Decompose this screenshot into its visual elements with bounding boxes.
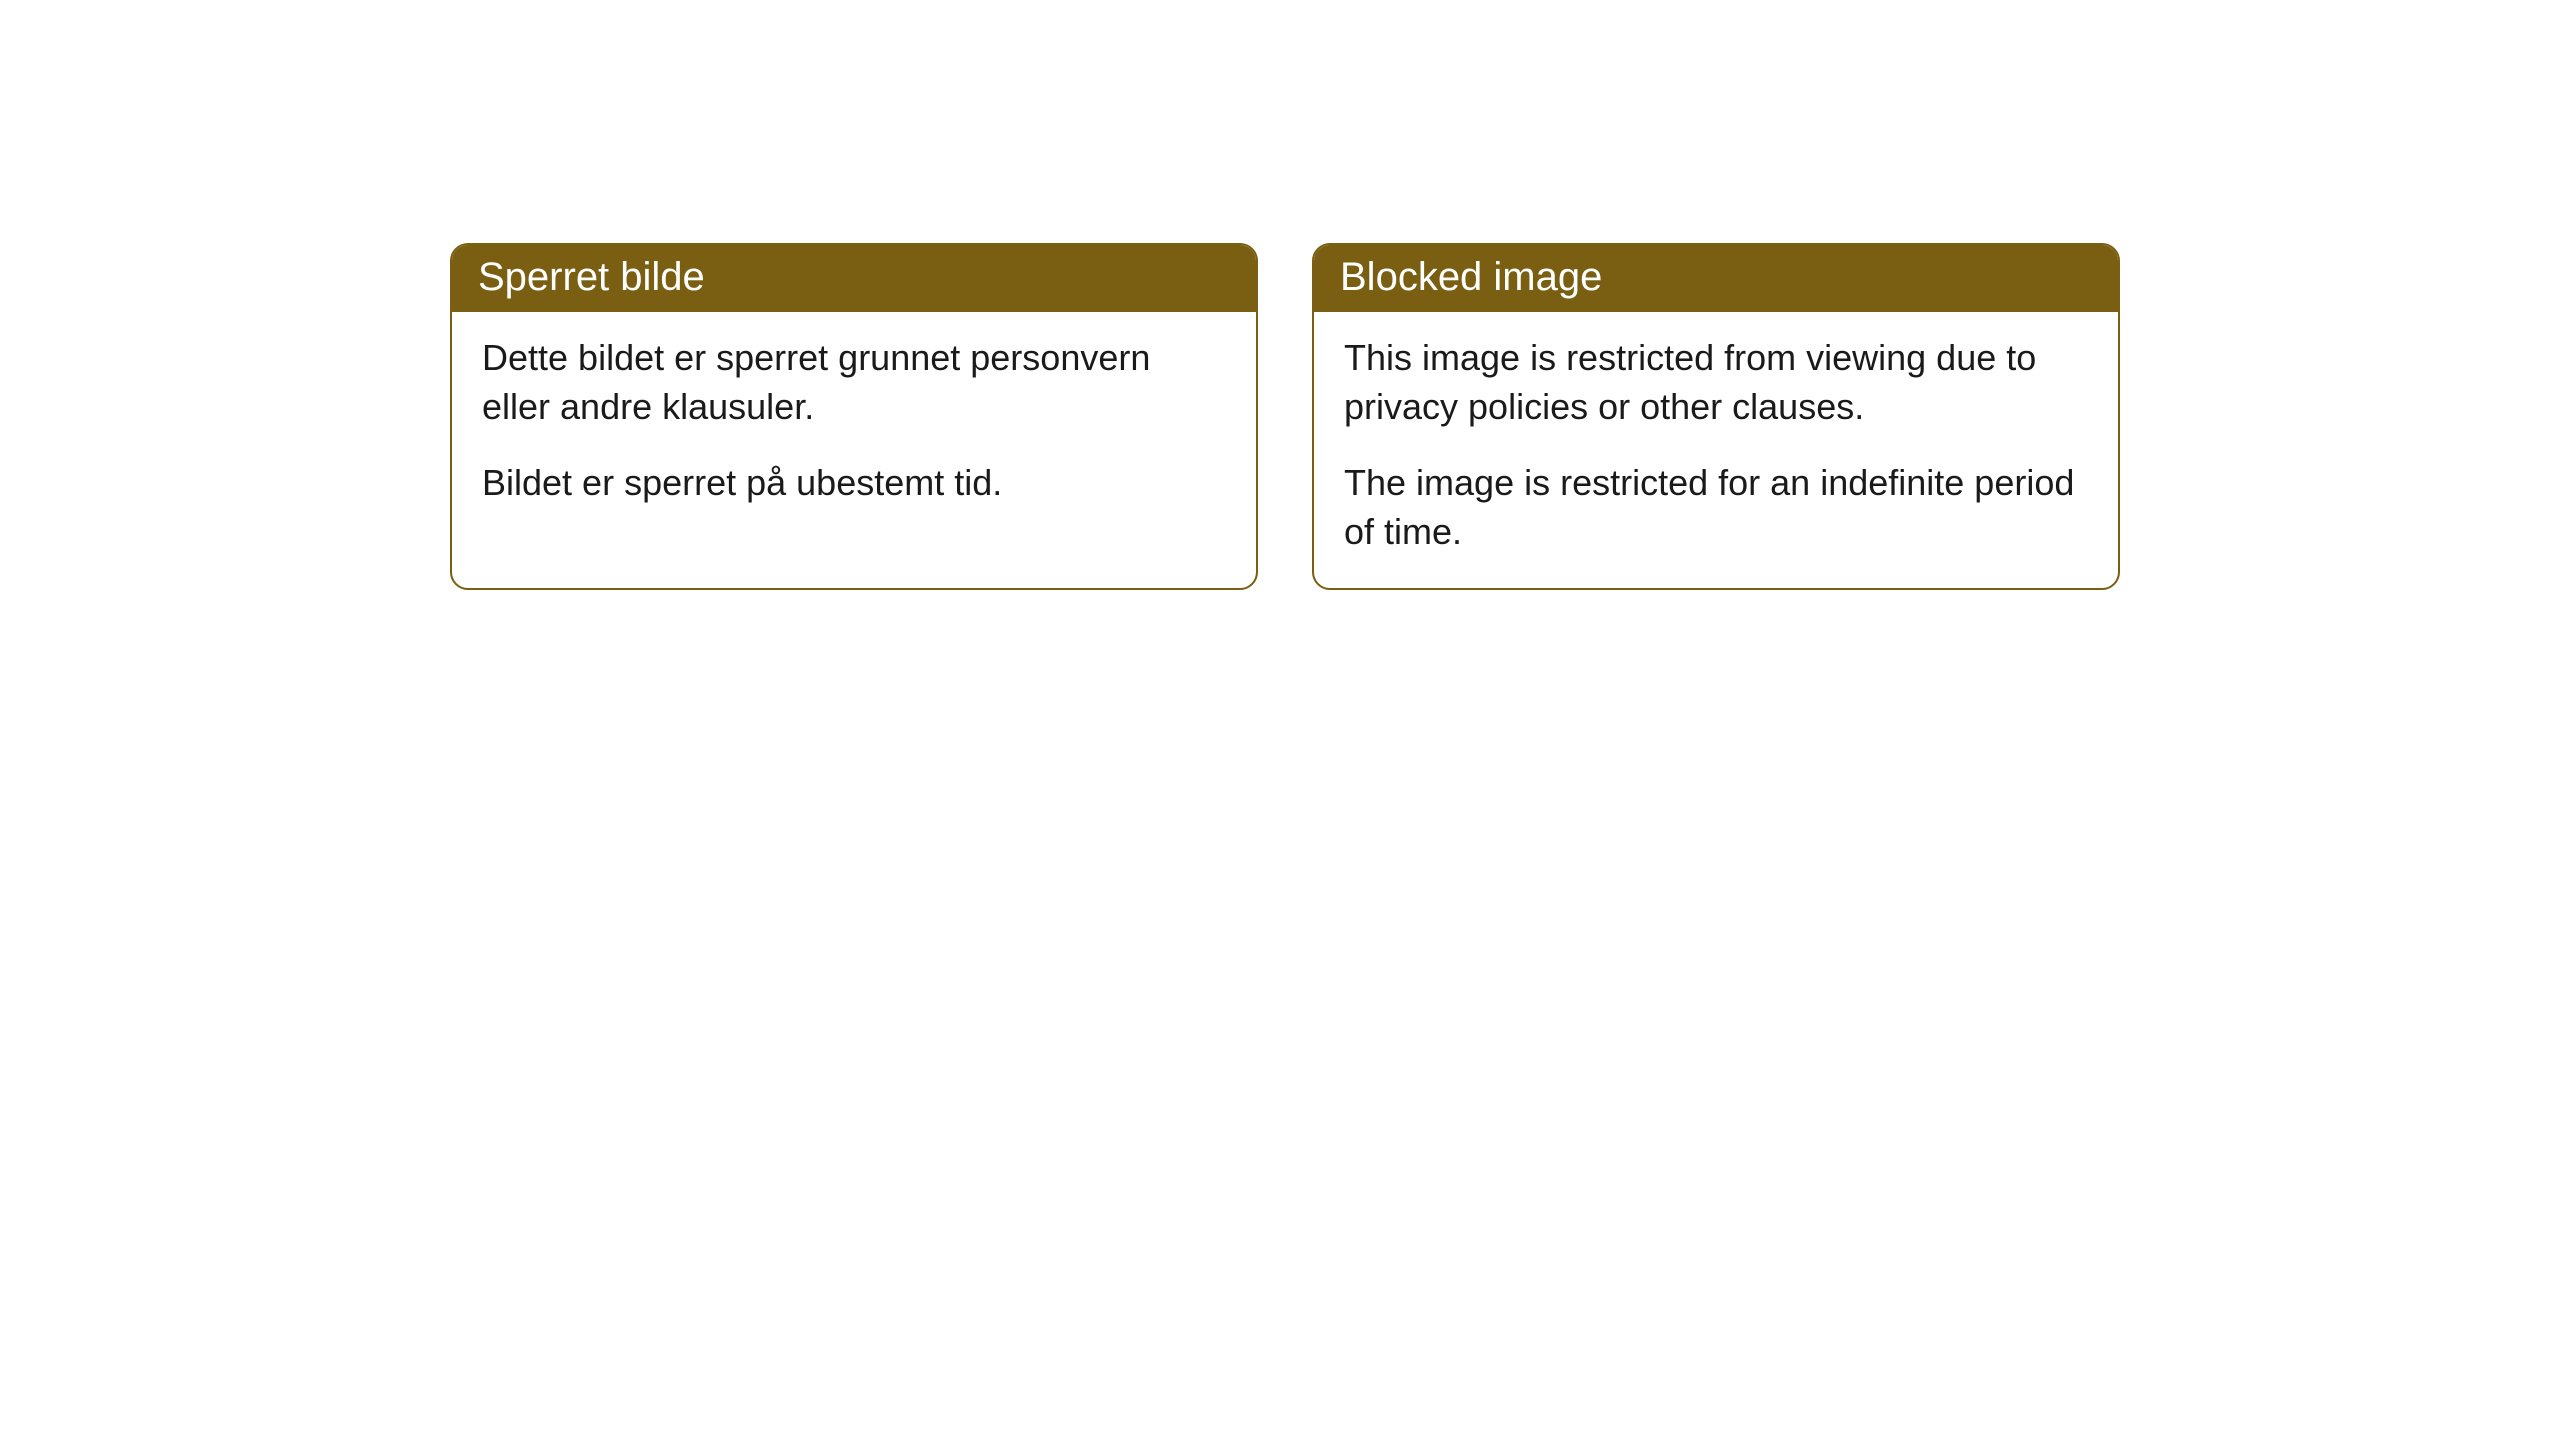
card-paragraph-1: Dette bildet er sperret grunnet personve…: [482, 334, 1226, 431]
card-header: Sperret bilde: [452, 245, 1256, 312]
card-title: Sperret bilde: [478, 255, 705, 299]
card-body: Dette bildet er sperret grunnet personve…: [452, 312, 1256, 540]
blocked-image-card-english: Blocked image This image is restricted f…: [1312, 243, 2120, 590]
card-header: Blocked image: [1314, 245, 2118, 312]
card-paragraph-1: This image is restricted from viewing du…: [1344, 334, 2088, 431]
card-body: This image is restricted from viewing du…: [1314, 312, 2118, 588]
blocked-image-card-norwegian: Sperret bilde Dette bildet er sperret gr…: [450, 243, 1258, 590]
card-paragraph-2: Bildet er sperret på ubestemt tid.: [482, 459, 1226, 508]
card-paragraph-2: The image is restricted for an indefinit…: [1344, 459, 2088, 556]
card-title: Blocked image: [1340, 255, 1602, 299]
notice-cards-container: Sperret bilde Dette bildet er sperret gr…: [450, 243, 2120, 590]
